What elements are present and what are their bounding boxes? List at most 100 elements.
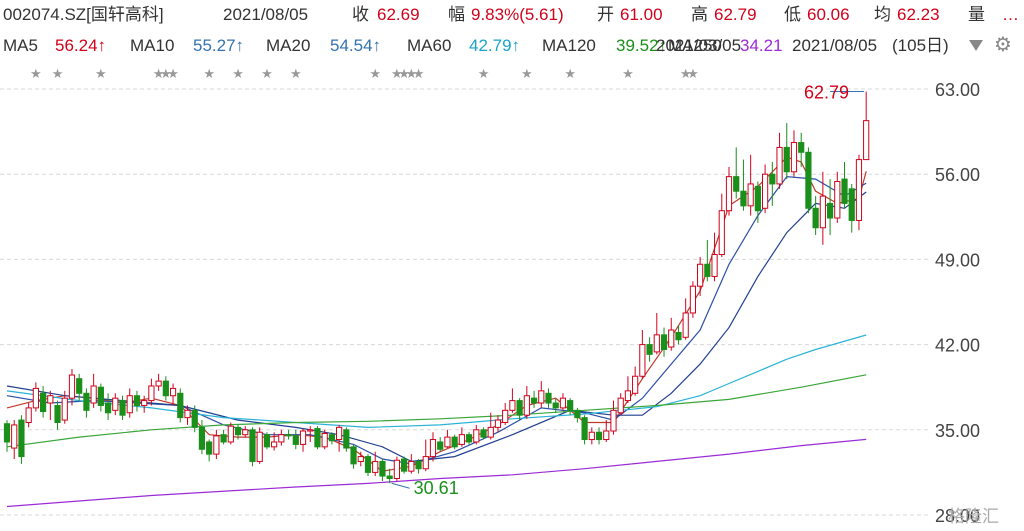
y-tick-label: 42.00 — [935, 336, 980, 356]
candle-body — [328, 434, 335, 442]
candle-body — [25, 407, 32, 423]
candle-body — [220, 434, 227, 443]
close-label: 收 — [352, 5, 369, 24]
candle-body — [437, 441, 444, 450]
ma5-value: 56.24↑ — [55, 36, 107, 55]
candle-body — [415, 460, 422, 470]
ma250-label: MA250 — [668, 36, 722, 55]
min-pointer — [391, 482, 410, 489]
ma20-line — [6, 191, 867, 463]
candle-body — [271, 441, 278, 448]
candle-body — [18, 419, 25, 458]
candle-body — [76, 378, 83, 394]
ma120-label: MA120 — [542, 36, 596, 55]
candle-body — [133, 395, 141, 406]
candle-body — [740, 190, 747, 207]
candle-body — [530, 397, 538, 404]
candle-body — [473, 429, 480, 443]
candle-body — [617, 397, 624, 414]
candle-body — [588, 431, 595, 441]
candle-body — [119, 400, 126, 416]
event-star: ★ — [290, 66, 302, 81]
candle-body — [357, 456, 364, 462]
candles — [3, 91, 870, 484]
candle-body — [697, 263, 704, 287]
candle-body — [90, 385, 97, 404]
ma250-value: 34.21 — [740, 36, 783, 55]
moving-average-lines — [6, 156, 867, 508]
candle-body — [725, 176, 733, 212]
candle-body — [711, 254, 718, 277]
candle-body — [610, 409, 617, 432]
candle-body — [198, 426, 206, 450]
candle-body — [603, 430, 610, 441]
candle-body — [213, 435, 220, 455]
triangle-down-icon[interactable] — [969, 40, 983, 51]
event-star: ★ — [153, 66, 165, 81]
range-start: 2021/03/05 — [656, 36, 742, 55]
candle-body — [798, 142, 805, 153]
candle-body — [494, 419, 502, 428]
candle-body — [379, 460, 386, 477]
grid-lines — [0, 88, 930, 516]
quote-date: 2021/08/05 — [223, 5, 309, 24]
ma5-line — [6, 156, 867, 472]
candle-body — [552, 402, 559, 409]
candle-body — [54, 404, 61, 423]
candle-body — [819, 195, 826, 229]
candle-body — [444, 436, 451, 448]
candle-body — [538, 390, 545, 404]
candle-body — [11, 424, 18, 449]
candle-body — [834, 181, 841, 219]
candle-body — [567, 400, 574, 411]
event-star: ★ — [564, 66, 576, 81]
candle-body — [285, 434, 292, 437]
candle-body — [812, 207, 819, 229]
y-tick-label: 56.00 — [935, 165, 980, 185]
candle-body — [465, 434, 473, 443]
y-tick-label: 35.00 — [935, 421, 980, 441]
candle-body — [639, 344, 646, 377]
candle-body — [141, 400, 148, 406]
candle-body — [675, 331, 682, 341]
gear-icon[interactable]: ⚙ — [994, 34, 1012, 56]
candle-body — [393, 459, 400, 479]
candle-body — [458, 434, 465, 445]
candle-body — [184, 409, 191, 419]
open-value: 61.00 — [620, 5, 663, 24]
event-markers: ★ ★ ★ ★★★ ★ ★ ★ ★ ★ ★★★★ ★ ★ ★ ★ ★★ — [30, 66, 699, 81]
candle-body — [206, 441, 213, 455]
candle-body — [855, 159, 863, 221]
candle-body — [545, 392, 552, 404]
candle-body — [523, 395, 530, 416]
candle-body — [307, 429, 314, 432]
candle-body — [624, 390, 632, 402]
candle-body — [826, 202, 834, 219]
change-label: 幅 — [448, 5, 465, 24]
min-label: 30.61 — [414, 478, 459, 498]
candle-body — [422, 456, 429, 470]
y-tick-label: 28.00 — [935, 506, 980, 526]
candle-body — [155, 380, 162, 387]
candle-body — [372, 460, 379, 473]
ma120-line — [6, 374, 867, 448]
event-star: ★ — [413, 66, 425, 81]
event-star: ★ — [261, 66, 273, 81]
event-star: ★ — [622, 66, 634, 81]
candle-body — [769, 173, 776, 185]
candle-body — [502, 409, 509, 423]
candle-body — [682, 312, 689, 338]
candle-body — [762, 173, 769, 209]
event-star: ★ — [160, 66, 172, 81]
low-label: 低 — [784, 5, 801, 24]
close-value: 62.69 — [377, 5, 420, 24]
range-days: (105日) — [892, 36, 949, 55]
annotations: 62.79 30.61 — [391, 83, 865, 498]
candle-body — [350, 446, 357, 465]
candle-body — [191, 409, 198, 428]
candle-body — [68, 374, 76, 399]
range-end: 2021/08/05 — [792, 36, 878, 55]
candle-body — [747, 183, 754, 207]
ma-legend: MA5 56.24↑ MA10 55.27↑ MA20 54.54↑ MA60 … — [0, 33, 1024, 59]
